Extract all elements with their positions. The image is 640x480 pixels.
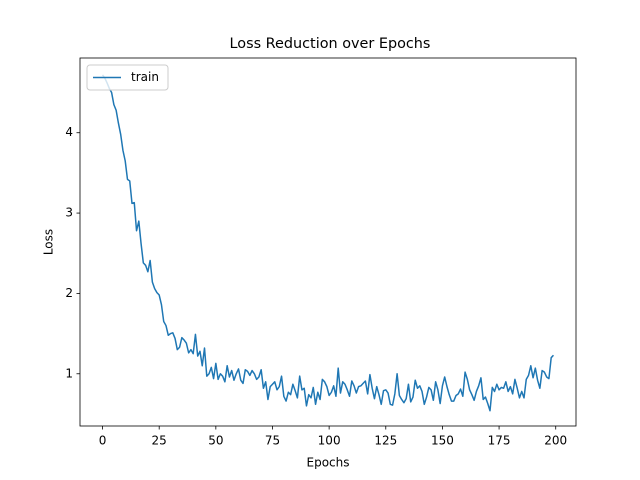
- y-tick-label: 3: [65, 206, 73, 220]
- x-tick-label: 150: [431, 434, 454, 448]
- x-tick-label: 75: [265, 434, 280, 448]
- x-tick-label: 200: [544, 434, 567, 448]
- line-series: [101, 74, 554, 412]
- x-tick-label: 175: [488, 434, 511, 448]
- x-tick-label: 50: [208, 434, 223, 448]
- y-axis-label: Loss: [42, 229, 56, 255]
- x-tick-label: 100: [318, 434, 341, 448]
- x-axis-label: Epochs: [307, 456, 350, 470]
- y-tick-label: 1: [65, 366, 73, 380]
- x-tick-label: 125: [374, 434, 397, 448]
- x-tick-label: 0: [99, 434, 107, 448]
- y-tick-label: 4: [65, 125, 73, 139]
- x-tick-label: 25: [152, 434, 167, 448]
- y-tick-label: 2: [65, 286, 73, 300]
- plot-frame: [79, 57, 577, 427]
- legend-box: [86, 64, 169, 91]
- legend-label: train: [131, 70, 159, 84]
- chart-title: Loss Reduction over Epochs: [230, 36, 431, 52]
